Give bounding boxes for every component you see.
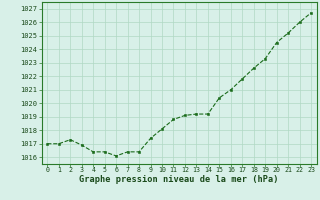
X-axis label: Graphe pression niveau de la mer (hPa): Graphe pression niveau de la mer (hPa) [79, 175, 279, 184]
